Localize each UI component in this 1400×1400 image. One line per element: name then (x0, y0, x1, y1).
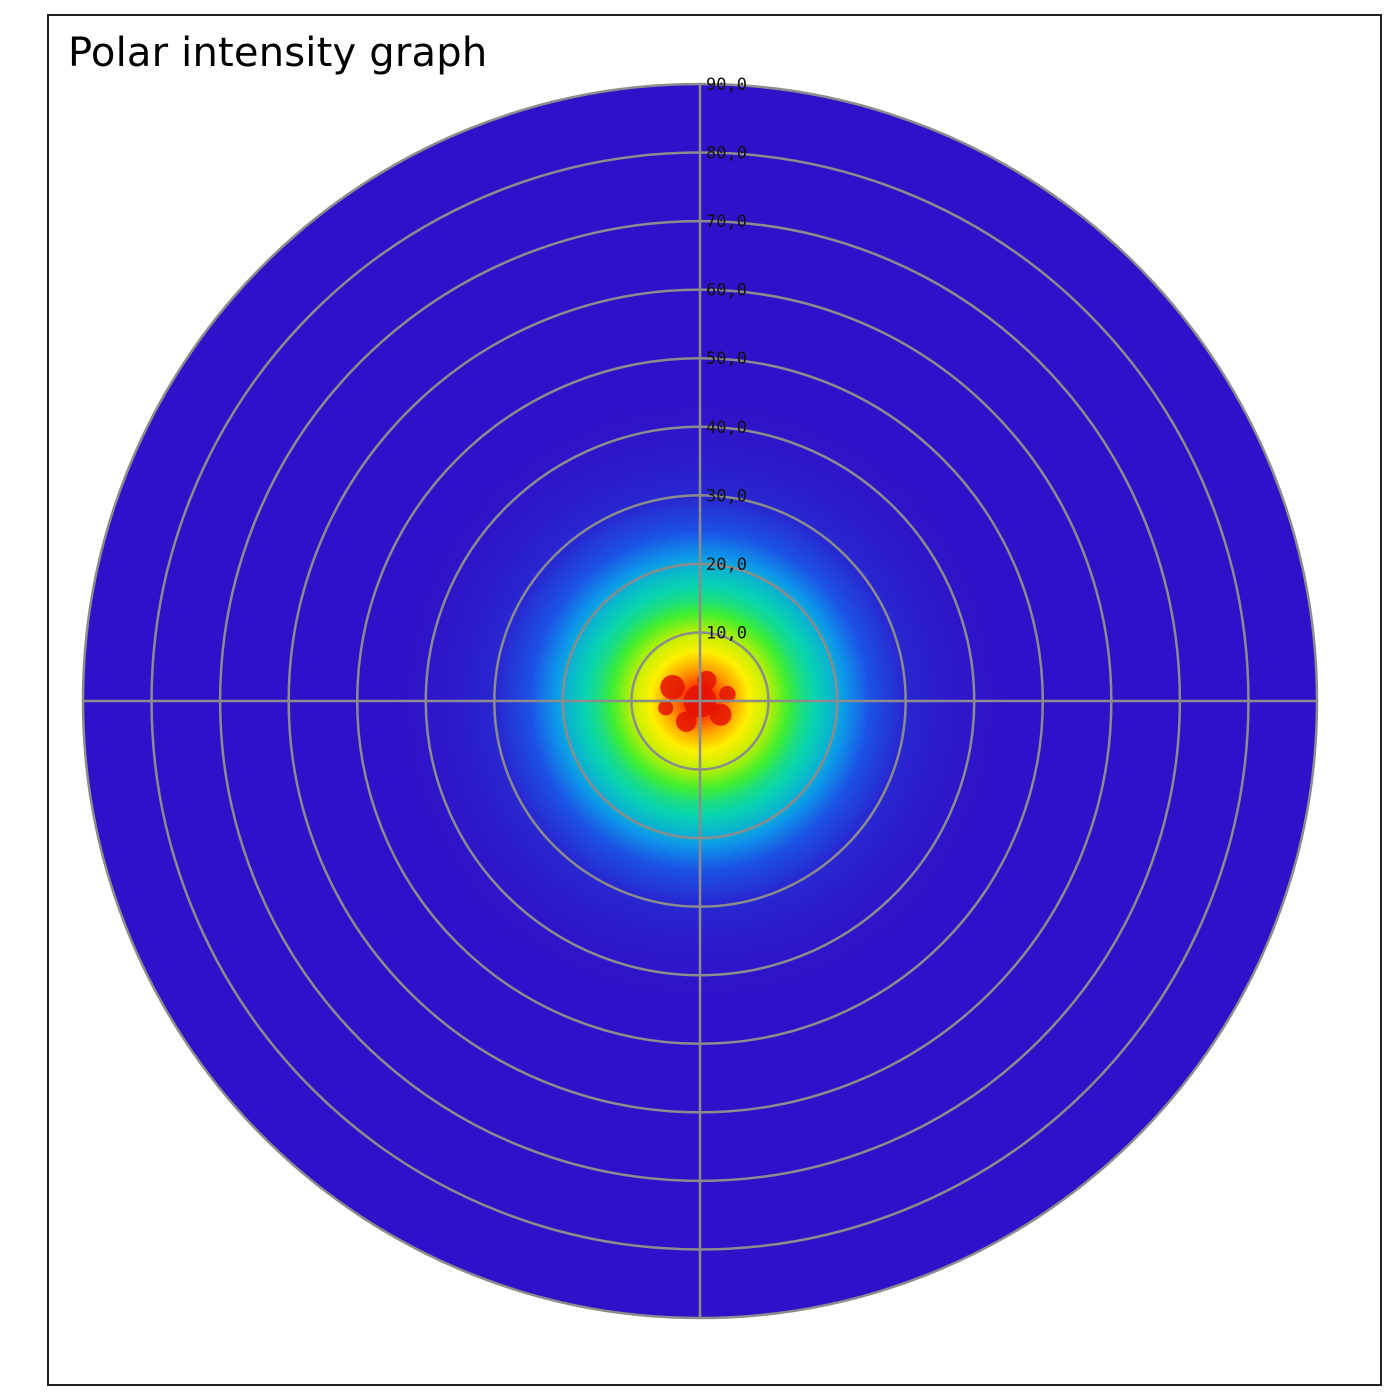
ring-tick-label: 30,0 (706, 486, 747, 506)
radial-tick-labels: 10,0 20,0 30,0 40,0 50,0 60,0 70,0 80,0 90,0 (706, 75, 747, 643)
chart-title: Polar intensity graph (68, 30, 488, 76)
intensity-peak-spot (709, 703, 732, 726)
ring-tick-label: 80,0 (706, 144, 747, 164)
ring-tick-label: 10,0 (706, 623, 747, 643)
ring-tick-label: 40,0 (706, 418, 747, 438)
ring-tick-label: 70,0 (706, 212, 747, 232)
ring-tick-label: 50,0 (706, 349, 747, 369)
ring-tick-label: 20,0 (706, 555, 747, 575)
intensity-peak-spot (658, 700, 674, 716)
ring-tick-label: 60,0 (706, 281, 747, 301)
intensity-peak-spot (676, 711, 697, 732)
polar-grid (81, 82, 1319, 1320)
intensity-peak-spot (719, 685, 736, 703)
ring-tick-label: 90,0 (706, 75, 747, 95)
intensity-peak-spot (660, 674, 685, 700)
